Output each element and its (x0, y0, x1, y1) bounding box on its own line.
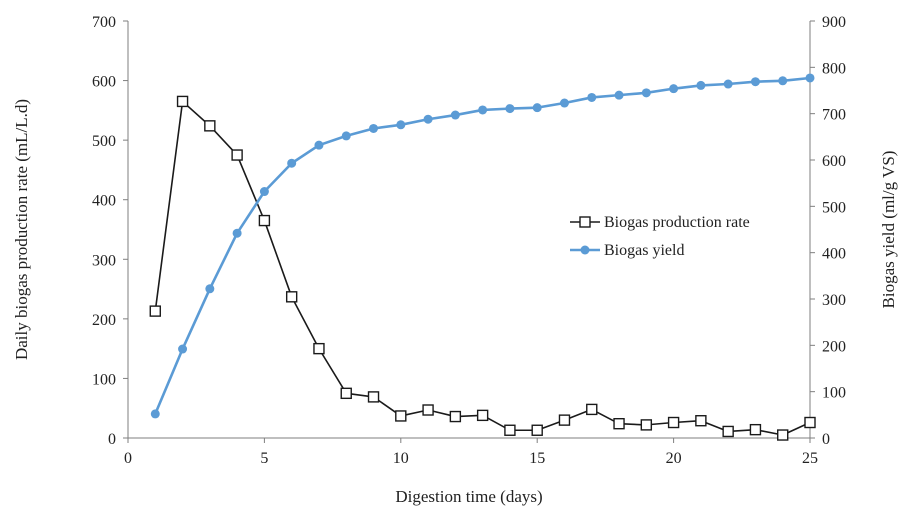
biogas-yield-point (450, 110, 460, 120)
biogas-yield-point (423, 114, 433, 124)
biogas-yield-point (287, 158, 297, 168)
biogas-yield-point (587, 92, 597, 102)
biogas-yield-point (205, 284, 215, 294)
biogas-yield-point (641, 88, 651, 98)
production-rate-point (258, 214, 271, 227)
right-y-tick-label: 500 (822, 199, 846, 216)
production-rate-point (695, 415, 707, 427)
left-y-tick-label: 0 (108, 431, 116, 448)
production-rate-point (176, 95, 189, 108)
right-y-tick-label: 200 (822, 338, 846, 355)
x-tick-label: 0 (124, 450, 132, 467)
biogas-yield-point (150, 409, 160, 419)
biogas-yield-point (696, 80, 706, 90)
right-y-tick-label: 600 (822, 153, 846, 170)
legend-label-1: Biogas yield (604, 242, 684, 259)
production-rate-point (749, 423, 762, 436)
production-rate-point (722, 425, 734, 438)
biogas-yield-point (723, 79, 733, 89)
biogas-yield-point (369, 123, 379, 133)
left-y-tick-label: 700 (92, 14, 116, 31)
biogas-yield-point (259, 187, 269, 197)
series-line-0 (154, 100, 811, 436)
production-rate-point (586, 403, 598, 416)
legend-square-marker (579, 216, 591, 228)
biogas-yield-point (478, 105, 488, 115)
x-tick-label: 15 (529, 450, 545, 467)
production-rate-point (558, 414, 571, 426)
biogas-yield-point (396, 120, 406, 130)
production-rate-point (504, 424, 516, 436)
legend: Biogas production rate Biogas yield (570, 214, 750, 259)
x-tick-label: 10 (393, 450, 409, 467)
biogas-yield-point (314, 140, 324, 150)
x-tick-label: 20 (666, 450, 682, 467)
left-y-tick-label: 500 (92, 133, 116, 150)
left-y-tick-label: 200 (92, 312, 116, 329)
series-markers (149, 73, 816, 441)
biogas-yield-point (805, 73, 815, 83)
legend-label-0: Biogas production rate (604, 214, 750, 231)
x-axis-title: Digestion time (days) (395, 487, 542, 506)
biogas-yield-point (178, 344, 188, 354)
biogas-yield-point (559, 98, 569, 108)
biogas-yield-point (232, 228, 242, 238)
left-y-tick-label: 300 (92, 252, 116, 269)
legend-circle-marker (580, 245, 590, 255)
biogas-yield-point (669, 84, 679, 94)
x-tick-label: 25 (802, 450, 818, 467)
production-rate-point (777, 429, 789, 441)
right-y-tick-label: 300 (822, 292, 846, 309)
biogas-yield-point (778, 76, 788, 86)
series-lines (154, 76, 811, 436)
right-y-tick-label: 0 (822, 431, 830, 448)
series-line-1 (154, 76, 811, 415)
biogas-yield-point (505, 104, 515, 114)
left-y-tick-label: 400 (92, 193, 116, 210)
production-rate-point (285, 291, 298, 303)
production-rate-point (422, 404, 434, 416)
production-rate-point (231, 149, 243, 161)
left-y-tick-label: 100 (92, 371, 116, 388)
production-rate-point (804, 416, 816, 429)
right-y-tick-label: 100 (822, 385, 846, 402)
right-y-tick-label: 800 (822, 60, 846, 77)
left-y-tick-label: 600 (92, 74, 116, 91)
production-rate-point (476, 409, 489, 422)
production-rate-point (667, 416, 680, 429)
production-rate-point (340, 387, 352, 400)
production-rate-point (149, 305, 161, 317)
biogas-yield-point (750, 77, 760, 87)
axes: 0 5 10 15 20 25010020030040050060070001002003… (12, 14, 898, 506)
left-y-axis-title: Daily biogas production rate (mL/L.d) (12, 99, 31, 360)
right-y-tick-label: 700 (822, 107, 846, 124)
production-rate-point (204, 120, 216, 132)
biogas-yield-point (341, 131, 351, 141)
production-rate-point (367, 391, 380, 403)
right-y-axis-title: Biogas yield (ml/g VS) (879, 151, 898, 309)
production-rate-point (313, 342, 325, 355)
right-y-tick-label: 900 (822, 14, 846, 31)
production-rate-point (531, 424, 543, 436)
right-y-tick-label: 400 (822, 246, 846, 263)
production-rate-point (640, 419, 653, 431)
production-rate-point (395, 410, 407, 422)
production-rate-point (449, 410, 462, 423)
biogas-yield-point (614, 90, 624, 100)
biogas-yield-point (532, 103, 542, 113)
production-rate-point (613, 418, 625, 430)
x-tick-label: 5 (260, 450, 268, 467)
